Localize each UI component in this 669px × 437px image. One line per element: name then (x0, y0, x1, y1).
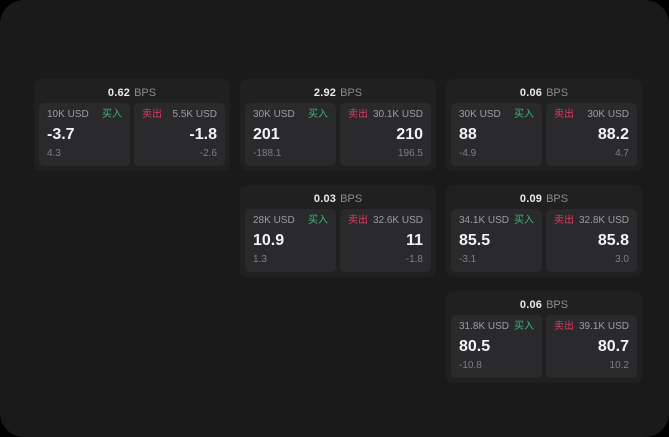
quote-panels: 30K USD 买入 201 -188.1 卖出 30.1K USD 210 1… (245, 103, 431, 166)
sell-size-label: 5.5K USD (172, 109, 217, 120)
buy-price: 10.9 (253, 231, 285, 249)
quote-panels: 34.1K USD 买入 85.5 -3.1 卖出 32.8K USD 85.8… (451, 209, 637, 272)
sell-side-label: 卖出 (554, 321, 574, 332)
buy-size-label: 28K USD (253, 215, 295, 226)
buy-price: 80.5 (459, 337, 491, 355)
quote-card: 0.62 BPS 10K USD 买入 -3.7 4.3 卖出 (34, 79, 230, 171)
quote-card: 0.06 BPS 31.8K USD 买入 80.5 -10.8 卖 (446, 291, 642, 383)
buy-delta: -188.1 (253, 148, 282, 159)
sell-delta: 196.5 (397, 148, 423, 159)
buy-delta: 1.3 (253, 254, 267, 265)
sell-quote-panel[interactable]: 卖出 30K USD 88.2 4.7 (546, 103, 637, 166)
buy-quote-panel[interactable]: 10K USD 买入 -3.7 4.3 (39, 103, 130, 166)
buy-side-label: 买入 (308, 215, 328, 226)
bps-unit: BPS (546, 299, 569, 311)
sell-price: 88.2 (597, 125, 629, 143)
bps-header: 0.06 BPS (451, 83, 637, 103)
quote-panels: 31.8K USD 买入 80.5 -10.8 卖出 39.1K USD 80.… (451, 315, 637, 378)
buy-side-label: 买入 (308, 109, 328, 120)
buy-side-label: 买入 (514, 321, 534, 332)
buy-price: 88 (459, 125, 477, 143)
buy-size-label: 30K USD (253, 109, 295, 120)
buy-size-label: 10K USD (47, 109, 89, 120)
bps-header: 0.62 BPS (39, 83, 225, 103)
bps-header: 2.92 BPS (245, 83, 431, 103)
sell-quote-panel[interactable]: 卖出 32.8K USD 85.8 3.0 (546, 209, 637, 272)
sell-side-label: 卖出 (554, 109, 574, 120)
bps-header: 0.06 BPS (451, 295, 637, 315)
buy-delta: -3.1 (459, 254, 477, 265)
buy-size-label: 34.1K USD (459, 215, 510, 226)
bps-value: 0.03 (313, 193, 337, 205)
buy-quote-panel[interactable]: 31.8K USD 买入 80.5 -10.8 (451, 315, 542, 378)
sell-delta: -1.8 (405, 254, 423, 265)
bps-header: 0.09 BPS (451, 189, 637, 209)
buy-delta: 4.3 (47, 148, 61, 159)
bps-unit: BPS (546, 87, 569, 99)
bps-value: 0.06 (519, 87, 543, 99)
bps-unit: BPS (546, 193, 569, 205)
sell-size-label: 30K USD (587, 109, 629, 120)
sell-delta: 3.0 (615, 254, 629, 265)
sell-delta: 4.7 (615, 148, 629, 159)
sell-quote-panel[interactable]: 卖出 5.5K USD -1.8 -2.6 (134, 103, 225, 166)
bps-unit: BPS (134, 87, 157, 99)
buy-delta: -4.9 (459, 148, 477, 159)
sell-size-label: 32.6K USD (372, 215, 423, 226)
quote-card: 0.09 BPS 34.1K USD 买入 85.5 -3.1 卖出 (446, 185, 642, 277)
sell-price: 210 (396, 125, 423, 143)
bps-unit: BPS (340, 87, 363, 99)
sell-size-label: 30.1K USD (372, 109, 423, 120)
buy-quote-panel[interactable]: 30K USD 买入 201 -188.1 (245, 103, 336, 166)
bps-value: 0.09 (519, 193, 543, 205)
buy-price: 201 (253, 125, 280, 143)
sell-side-label: 卖出 (554, 215, 574, 226)
sell-price: 80.7 (597, 337, 629, 355)
bps-unit: BPS (340, 193, 363, 205)
sell-side-label: 卖出 (348, 109, 368, 120)
buy-quote-panel[interactable]: 30K USD 买入 88 -4.9 (451, 103, 542, 166)
sell-price: 11 (406, 231, 423, 249)
sell-price: 85.8 (597, 231, 629, 249)
buy-side-label: 买入 (514, 215, 534, 226)
buy-quote-panel[interactable]: 34.1K USD 买入 85.5 -3.1 (451, 209, 542, 272)
buy-price: -3.7 (47, 125, 75, 143)
sell-delta: 10.2 (609, 360, 629, 371)
buy-side-label: 买入 (102, 109, 122, 120)
sell-price: -1.8 (189, 125, 217, 143)
sell-quote-panel[interactable]: 卖出 32.6K USD 11 -1.8 (340, 209, 431, 272)
buy-price: 85.5 (459, 231, 491, 249)
quote-card: 2.92 BPS 30K USD 买入 201 -188.1 卖出 (240, 79, 436, 171)
sell-side-label: 卖出 (348, 215, 368, 226)
bps-value: 0.62 (107, 87, 131, 99)
bps-value: 2.92 (313, 87, 337, 99)
quote-card: 0.03 BPS 28K USD 买入 10.9 1.3 卖出 (240, 185, 436, 277)
buy-size-label: 30K USD (459, 109, 501, 120)
buy-size-label: 31.8K USD (459, 321, 510, 332)
sell-quote-panel[interactable]: 卖出 39.1K USD 80.7 10.2 (546, 315, 637, 378)
bps-value: 0.06 (519, 299, 543, 311)
buy-delta: -10.8 (459, 360, 482, 371)
sell-quote-panel[interactable]: 卖出 30.1K USD 210 196.5 (340, 103, 431, 166)
quote-card: 0.06 BPS 30K USD 买入 88 -4.9 卖出 (446, 79, 642, 171)
bps-header: 0.03 BPS (245, 189, 431, 209)
quote-panels: 10K USD 买入 -3.7 4.3 卖出 5.5K USD -1.8 -2.… (39, 103, 225, 166)
buy-quote-panel[interactable]: 28K USD 买入 10.9 1.3 (245, 209, 336, 272)
quote-grid: 0.62 BPS 10K USD 买入 -3.7 4.3 卖出 (34, 79, 642, 383)
buy-side-label: 买入 (514, 109, 534, 120)
sell-side-label: 卖出 (142, 109, 162, 120)
sell-size-label: 39.1K USD (578, 321, 629, 332)
quote-panels: 28K USD 买入 10.9 1.3 卖出 32.6K USD 11 -1.8 (245, 209, 431, 272)
quote-panels: 30K USD 买入 88 -4.9 卖出 30K USD 88.2 4.7 (451, 103, 637, 166)
sell-size-label: 32.8K USD (578, 215, 629, 226)
sell-delta: -2.6 (199, 148, 217, 159)
